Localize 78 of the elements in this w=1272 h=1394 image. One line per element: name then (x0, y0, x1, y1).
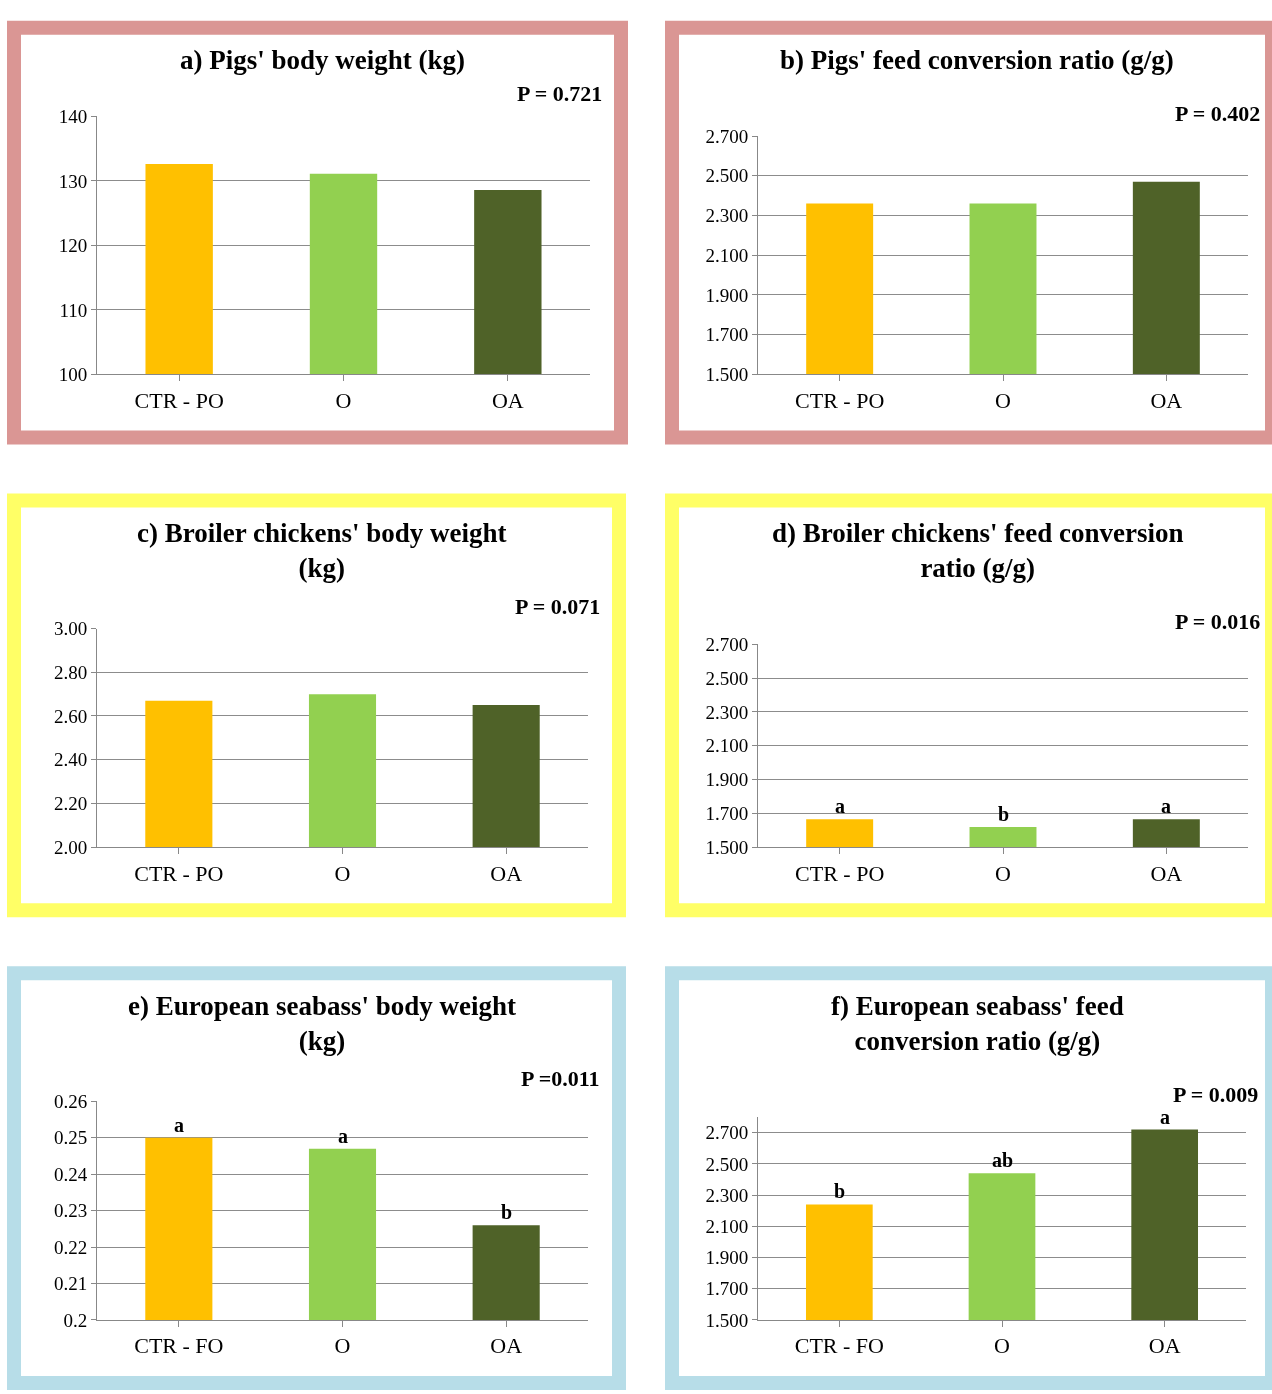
annotation: a (174, 1114, 184, 1136)
y-tick-label: 2.80 (53, 661, 88, 683)
chart-title: c) Broiler chickens' body weight (kg) (137, 518, 507, 584)
x-tick-label: O (335, 387, 352, 413)
y-tick-label: 2.700 (705, 1122, 749, 1144)
y-tick-label: 2.500 (705, 1153, 749, 1175)
y-tick-label: 1.700 (705, 803, 749, 825)
text: P = 0.016 (1175, 609, 1261, 634)
y-tick-label: 2.300 (705, 205, 749, 227)
text: P =0.011 (521, 1066, 600, 1091)
y-tick-label: 1.700 (705, 324, 749, 346)
y-tick-label: 1.500 (705, 1309, 749, 1331)
chart-title: a) Pigs' body weight (kg) (180, 45, 466, 75)
x-tick-label: CTR - FO (134, 1333, 224, 1359)
y-tick-label: 2.300 (705, 1184, 749, 1206)
y-tick-label: 100 (58, 364, 88, 386)
y-tick-label: 2.100 (705, 1215, 749, 1237)
x-tick-label: OA (491, 387, 524, 413)
text: P = 0.721 (517, 81, 603, 106)
x-tick-label: CTR - PO (134, 387, 224, 413)
y-tick-label: 2.700 (705, 633, 749, 655)
x-tick-label: O (995, 387, 1011, 413)
text: P = 0.009 (1173, 1082, 1259, 1107)
annotation: a (1161, 795, 1171, 817)
y-tick-label: 130 (58, 170, 88, 192)
x-tick-label: OA (490, 1333, 523, 1359)
x-tick-label: CTR - FO (794, 1333, 884, 1359)
x-tick-label: OA (490, 860, 523, 886)
y-tick-label: 140 (58, 106, 88, 128)
y-tick-label: 0.21 (53, 1273, 88, 1295)
x-tick-label: O (995, 860, 1011, 886)
y-tick-label: 2.100 (705, 735, 749, 757)
x-tick-label: OA (1150, 860, 1183, 886)
text: P = 0.071 (515, 594, 601, 619)
chart-title: e) European seabass' body weight (kg) (128, 991, 517, 1057)
y-tick-label: 2.40 (53, 749, 88, 771)
chart-title: d) Broiler chickens' feed conversion ratio (g/g) (772, 518, 1184, 584)
annotation: ab (992, 1149, 1014, 1171)
x-tick-label: CTR - PO (795, 860, 885, 886)
y-tick-label: 1.500 (705, 364, 749, 386)
x-tick-label: CTR - PO (795, 387, 885, 413)
y-tick-label: 1.700 (705, 1278, 749, 1300)
y-tick-label: 2.700 (705, 125, 749, 147)
y-tick-label: 2.300 (705, 701, 749, 723)
y-tick-label: 2.500 (705, 165, 749, 187)
annotation: a (1160, 1106, 1170, 1128)
y-tick-label: 0.22 (53, 1236, 88, 1258)
x-tick-label: O (994, 1333, 1010, 1359)
y-tick-label: 1.900 (705, 769, 749, 791)
chart-title: f) European seabass' feed conversion ratio (g/g) (831, 991, 1124, 1057)
y-tick-label: 2.500 (705, 667, 749, 689)
y-tick-label: 1.500 (705, 836, 749, 858)
annotation: b (998, 803, 1010, 825)
y-tick-label: 120 (58, 235, 88, 257)
y-tick-label: 110 (59, 299, 88, 321)
annotation: b (501, 1201, 513, 1223)
x-tick-label: CTR - PO (134, 860, 224, 886)
y-tick-label: 2.60 (53, 705, 88, 727)
y-tick-label: 0.2 (63, 1309, 88, 1331)
text: P = 0.402 (1175, 101, 1261, 126)
x-tick-label: OA (1148, 1333, 1181, 1359)
x-tick-label: O (334, 860, 351, 886)
y-tick-label: 0.24 (53, 1163, 88, 1185)
y-tick-label: 0.26 (53, 1090, 88, 1112)
annotation: a (338, 1125, 348, 1147)
y-tick-label: 1.900 (705, 284, 749, 306)
y-tick-label: 3.00 (53, 618, 88, 640)
annotation: a (835, 795, 845, 817)
annotation: b (834, 1180, 846, 1202)
chart-title: b) Pigs' feed conversion ratio (g/g) (780, 45, 1174, 75)
y-tick-label: 0.23 (53, 1200, 88, 1222)
x-tick-label: OA (1150, 387, 1183, 413)
y-tick-label: 1.900 (705, 1247, 749, 1269)
y-tick-label: 2.20 (53, 793, 88, 815)
y-tick-label: 0.25 (53, 1127, 88, 1149)
y-tick-label: 2.100 (705, 244, 749, 266)
y-tick-label: 2.00 (53, 836, 88, 858)
x-tick-label: O (334, 1333, 351, 1359)
